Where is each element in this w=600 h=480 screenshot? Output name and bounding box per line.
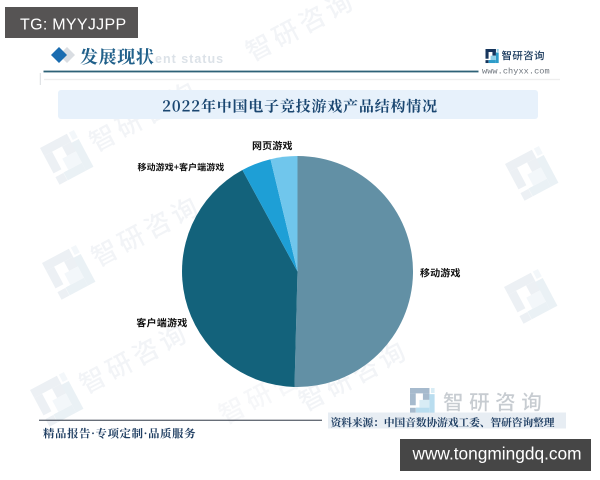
svg-text:www.chyxx.com: www.chyxx.com — [482, 67, 550, 77]
svg-text:TG: MYYJJPP: TG: MYYJJPP — [20, 16, 126, 33]
svg-text:www.tongmingdq.com: www.tongmingdq.com — [411, 443, 581, 463]
svg-text:ent status: ent status — [155, 52, 224, 66]
